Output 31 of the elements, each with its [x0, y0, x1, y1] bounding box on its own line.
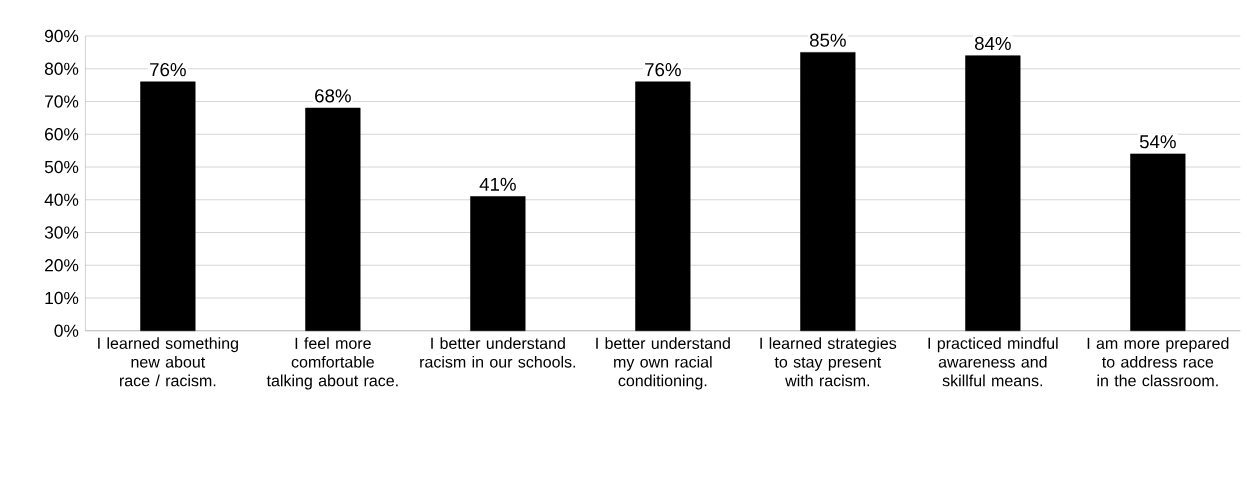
- data-label: 76%: [645, 62, 681, 77]
- bar: [470, 195, 526, 331]
- x-tick-label: I am more prepared to address race in the classroom.: [1087, 337, 1229, 387]
- y-tick-label: 40%: [44, 193, 79, 206]
- data-label: 84%: [974, 36, 1011, 50]
- bar: [140, 81, 196, 331]
- data-label: 54%: [1139, 134, 1176, 149]
- bar: [635, 81, 691, 331]
- bar: [965, 55, 1021, 331]
- y-tick-label: 50%: [44, 160, 79, 173]
- x-tick-label: I learned something new about race / racism.: [98, 337, 238, 387]
- y-tick-label: 60%: [45, 127, 79, 141]
- bar: [305, 107, 361, 331]
- y-tick-label: 10%: [45, 291, 79, 304]
- data-label: 76%: [150, 62, 186, 77]
- y-tick-label: 30%: [44, 226, 79, 239]
- x-tick-label: I better understand my own racial conditioning.: [596, 337, 730, 390]
- data-label: 41%: [479, 177, 516, 191]
- bar: [1130, 153, 1186, 331]
- data-label: 68%: [315, 89, 351, 103]
- y-tick-label: 70%: [45, 95, 79, 108]
- y-tick-label: 20%: [45, 258, 79, 272]
- data-label: 85%: [809, 33, 846, 47]
- y-tick-label: 80%: [44, 62, 79, 75]
- bar: [800, 51, 856, 331]
- x-tick-label: I learned strategies to stay present with racism.: [760, 337, 897, 387]
- x-tick-label: I better understand racism in our schools.: [420, 337, 576, 368]
- y-tick-label: 0%: [54, 324, 79, 337]
- x-tick-label: I practiced mindful awareness and skillful means.: [928, 337, 1058, 387]
- y-tick-label: 90%: [44, 29, 79, 42]
- x-tick-label: I feel more comfortable talking about race.: [266, 337, 398, 390]
